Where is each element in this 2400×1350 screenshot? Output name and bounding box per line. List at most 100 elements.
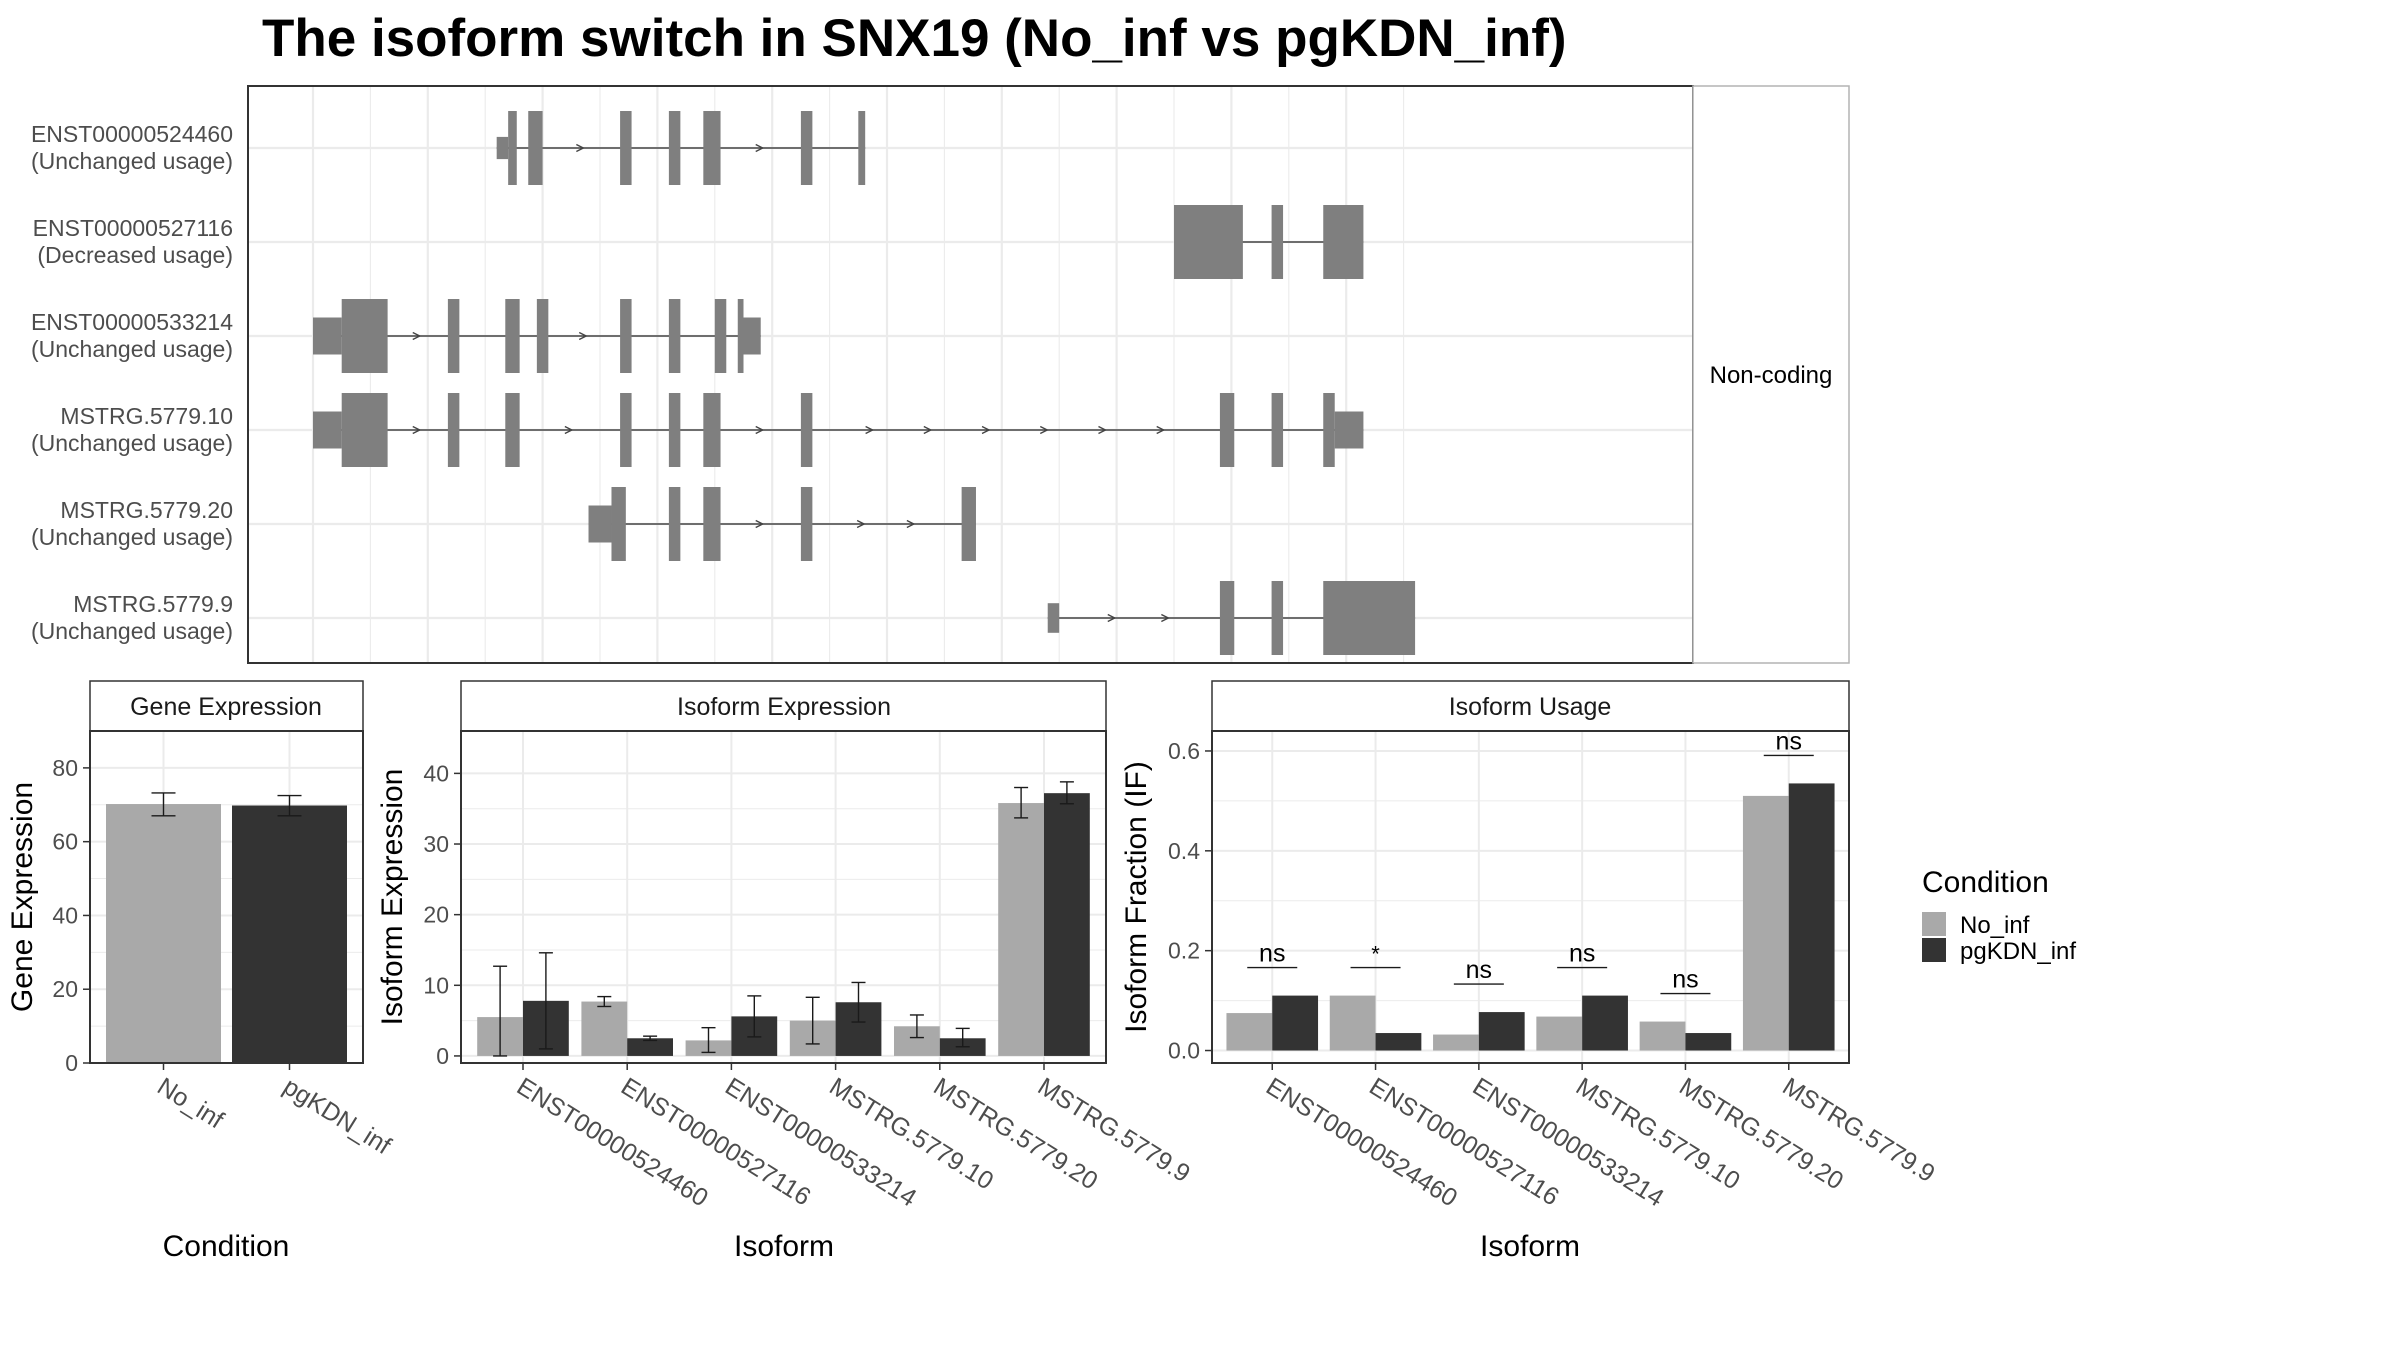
exon-block	[737, 299, 744, 373]
significance-label: ns	[1776, 727, 1802, 755]
isoform-usage-label: (Unchanged usage)	[31, 524, 233, 550]
intron-direction-arrow	[578, 331, 588, 341]
y-tick-label: 0.4	[1168, 838, 1200, 864]
intron-direction-arrow	[1161, 613, 1170, 623]
chart-title: Isoform Expression	[677, 693, 891, 721]
y-tick-label: 10	[423, 972, 449, 998]
bar	[1433, 1034, 1479, 1051]
bar	[1685, 1033, 1732, 1051]
exon-block	[508, 111, 517, 185]
exon-block	[1219, 581, 1235, 655]
exon-block	[703, 393, 721, 467]
intron-direction-arrow	[906, 519, 916, 529]
y-tick-label: 60	[52, 829, 78, 855]
legend-label: No_inf	[1960, 912, 2030, 939]
y-axis-label: Gene Expression	[6, 782, 39, 1012]
exon-block	[620, 393, 632, 467]
chart-strip	[460, 680, 1107, 732]
isoform-usage-label: (Unchanged usage)	[31, 148, 233, 174]
isoform-track-ENST00000527116	[1174, 205, 1364, 279]
intron-direction-arrow	[412, 425, 422, 435]
isoform-track-ENST00000524460	[496, 111, 866, 185]
chart-title: Isoform Usage	[1449, 693, 1612, 721]
legend-swatch	[1922, 938, 1946, 962]
bar	[1044, 793, 1090, 1056]
intron-direction-arrow	[1156, 425, 1166, 435]
exon-block	[668, 111, 681, 185]
exon-block	[1271, 581, 1284, 655]
figure-title: The isoform switch in SNX19 (No_inf vs p…	[262, 9, 1567, 68]
exon-block	[961, 487, 976, 561]
exon-block	[858, 111, 866, 185]
exon-block	[588, 505, 612, 543]
intron-direction-arrow	[755, 519, 765, 529]
isoform-usage-label: (Unchanged usage)	[31, 430, 233, 456]
bar	[1272, 995, 1319, 1051]
facet-strip-label: Non-coding	[1710, 362, 1833, 389]
isoform-label: MSTRG.5779.9	[73, 591, 233, 617]
exon-block	[341, 299, 388, 373]
intron-direction-arrow	[865, 425, 875, 435]
bar	[1536, 1016, 1583, 1051]
exon-block	[1219, 393, 1235, 467]
bar	[627, 1038, 673, 1056]
y-tick-label: 40	[52, 902, 78, 928]
intron-direction-arrow	[1098, 425, 1108, 435]
facet-strip	[1692, 85, 1850, 664]
bar	[1582, 995, 1628, 1051]
exon-block	[1323, 393, 1335, 467]
exon-block	[800, 487, 813, 561]
significance-label: ns	[1569, 940, 1595, 968]
y-tick-label: 20	[52, 976, 78, 1002]
bar	[232, 805, 347, 1063]
significance-label: *	[1371, 942, 1380, 967]
exon-block	[668, 393, 681, 467]
intron-direction-arrow	[576, 143, 585, 153]
exon-block	[496, 136, 509, 160]
exon-block	[703, 111, 721, 185]
y-tick-label: 0.6	[1168, 738, 1200, 764]
exon-block	[313, 411, 342, 449]
bar	[1788, 783, 1835, 1051]
exon-block	[620, 111, 632, 185]
exon-block	[1174, 205, 1243, 279]
chart-strip	[1211, 680, 1850, 732]
intron-direction-arrow	[923, 425, 933, 435]
exon-block	[341, 393, 388, 467]
chart-title: Gene Expression	[130, 693, 322, 721]
bar	[1639, 1021, 1686, 1051]
y-tick-label: 0.2	[1168, 938, 1200, 964]
x-axis-label: Condition	[163, 1230, 290, 1263]
exon-block	[703, 487, 721, 561]
exon-block	[668, 487, 681, 561]
intron-direction-arrow	[412, 331, 422, 341]
exon-block	[743, 317, 761, 355]
exon-block	[620, 299, 632, 373]
isoform-structure-panel: ENST00000524460(Unchanged usage)ENST0000…	[31, 85, 1850, 664]
intron-direction-arrow	[856, 519, 866, 529]
isoform-track-MSTRG.5779.9	[1047, 581, 1416, 655]
isoform-track-MSTRG.5779.20	[588, 487, 976, 561]
chart-panel-border	[1211, 730, 1850, 1064]
exon-block	[536, 299, 549, 373]
legend-label: pgKDN_inf	[1960, 938, 2076, 965]
y-tick-label: 0	[436, 1043, 449, 1069]
x-axis-label: Isoform	[734, 1230, 834, 1263]
isoform-track-ENST00000533214	[313, 299, 761, 373]
isoform-usage-label: (Decreased usage)	[37, 242, 233, 268]
y-tick-label: 40	[423, 760, 449, 786]
significance-label: ns	[1672, 966, 1698, 994]
isoform-track-MSTRG.5779.10	[313, 393, 1364, 467]
exon-block	[1323, 205, 1364, 279]
exon-block	[1334, 411, 1364, 449]
y-tick-label: 20	[423, 902, 449, 928]
intron-direction-arrow	[981, 425, 991, 435]
intron-direction-arrow	[1039, 425, 1049, 435]
exon-block	[447, 299, 460, 373]
chart-strip	[89, 680, 364, 732]
intron-direction-arrow	[755, 143, 765, 153]
bar	[1226, 1013, 1273, 1051]
isoform-usage-label: (Unchanged usage)	[31, 336, 233, 362]
isoform-label: ENST00000524460	[31, 121, 233, 147]
exon-block	[505, 299, 520, 373]
